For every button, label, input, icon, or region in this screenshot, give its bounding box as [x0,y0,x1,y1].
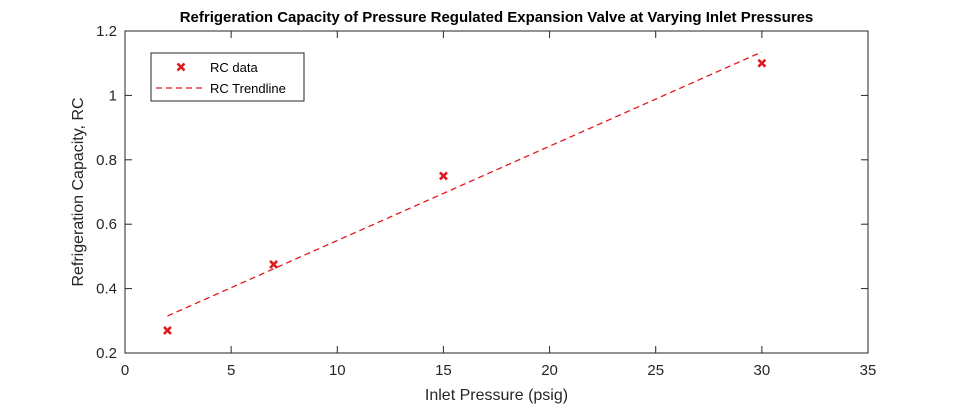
x-tick-label: 20 [541,362,558,379]
legend-items: RC data RC Trendline [156,60,286,96]
y-tick-label: 1 [109,87,117,104]
x-tick-label: 30 [754,362,771,379]
data-point [163,326,172,335]
legend-item: RC Trendline [156,81,286,96]
x-tick-label: 25 [647,362,664,379]
legend-label: RC Trendline [210,81,286,96]
y-tick-label: 0.8 [96,152,117,169]
y-tick-label: 0.6 [96,216,117,233]
x-tick-label: 0 [121,362,129,379]
series-layer [163,51,767,335]
y-tick-label: 0.2 [96,345,117,362]
chart-title: Refrigeration Capacity of Pressure Regul… [180,9,814,26]
trendline [167,51,763,317]
axis-ticks: 0 5 10 15 20 25 30 35 0.2 0.4 0.6 0.8 1 1.2 [96,23,876,379]
x-tick-label: 5 [227,362,235,379]
legend-swatch-marker [176,62,186,72]
y-tick-label: 0.4 [96,281,117,298]
x-tick-label: 10 [329,362,346,379]
x-tick-label: 35 [860,362,877,379]
legend: RC data RC Trendline [150,52,305,102]
data-point [439,171,448,181]
y-tick-label: 1.2 [96,23,117,40]
legend-label: RC data [210,60,258,75]
plot-frame [124,30,869,354]
legend-box [150,52,305,102]
x-tick-label: 15 [435,362,452,379]
data-point [757,58,767,68]
y-axis-label: Refrigeration Capacity, RC [70,97,87,286]
data-point [269,260,279,269]
legend-item: RC data [176,60,258,75]
x-axis-label: Inlet Pressure (psig) [425,387,568,404]
